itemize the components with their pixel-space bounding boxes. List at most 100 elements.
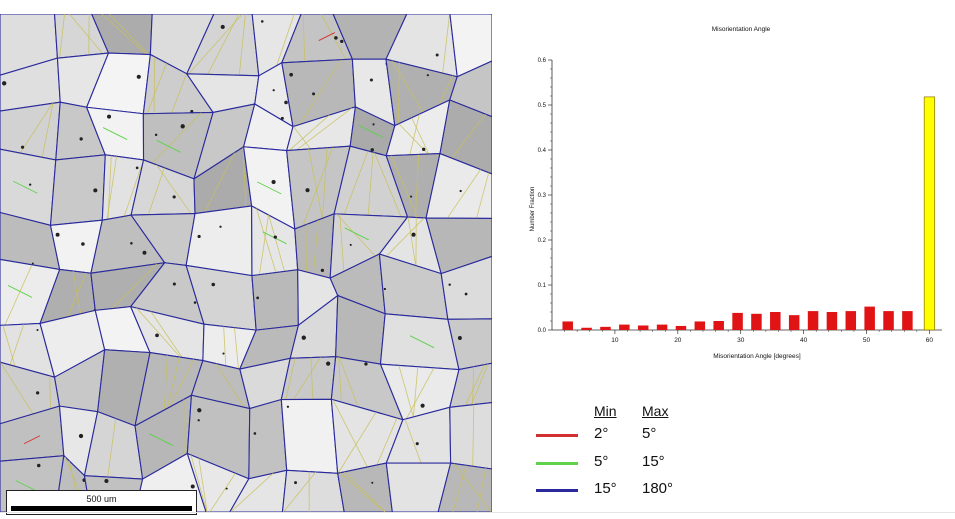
x-tick-label: 10 [611, 337, 619, 344]
legend-max-low: 5° [642, 425, 657, 442]
twin-boundary [171, 73, 187, 114]
inclusion-dot [253, 432, 257, 435]
histogram-bar [788, 315, 800, 330]
twin-boundary [148, 167, 165, 215]
histogram-bar [770, 312, 781, 330]
twin-boundary [446, 169, 481, 219]
grain [281, 469, 345, 512]
twin-boundary [398, 365, 414, 418]
inclusion-dot [222, 352, 225, 355]
twin-boundary [302, 147, 334, 227]
inclusion-dot [211, 282, 216, 287]
scale-bar: 500 um [6, 490, 197, 515]
inclusion-dot [1, 81, 7, 86]
twin-boundary [451, 113, 486, 159]
ebsd-grain-map: 500 um [0, 14, 492, 515]
inclusion-dot [130, 242, 133, 245]
twin-boundary [293, 126, 311, 150]
legend-min-high: 15° [594, 480, 617, 497]
twin-boundary [230, 473, 274, 512]
twin-boundary [242, 147, 247, 207]
inclusion-dot [155, 333, 159, 338]
twin-boundary [276, 14, 295, 66]
y-tick-label: 0.1 [538, 283, 547, 289]
histogram-bar [562, 321, 573, 330]
legend-max-header: Max [642, 403, 669, 419]
legend-min-header: Min [594, 403, 617, 419]
inclusion-dot [225, 487, 228, 490]
twin-boundary [293, 357, 321, 400]
inclusion-dot [312, 92, 316, 96]
inclusion-dot [193, 301, 197, 304]
twin-boundary [472, 404, 475, 467]
inclusion-dot [107, 114, 112, 119]
twin-boundary [344, 471, 386, 512]
twin-boundary [374, 152, 402, 217]
twin-boundary [406, 367, 435, 420]
histogram-bar [694, 321, 706, 330]
grain [248, 398, 288, 480]
grain [229, 469, 288, 512]
inclusion-dot [272, 89, 275, 92]
inclusion-dot [28, 183, 32, 186]
grain [185, 205, 253, 277]
inclusion-dot [271, 179, 276, 185]
inclusion-dot [219, 225, 222, 228]
twin-boundary [470, 363, 489, 406]
legend-row-mid: 5° 15° [534, 452, 694, 476]
scale-bar-line [11, 506, 192, 511]
chart-title: Misorientation Angle [712, 26, 771, 33]
inclusion-dot [422, 147, 426, 151]
grain [337, 462, 393, 512]
grain [437, 462, 492, 512]
legend-row-low: 2° 5° [534, 424, 694, 448]
twin-boundary [67, 272, 87, 318]
subgrain-boundary [318, 32, 335, 41]
inclusion-dot [383, 287, 387, 291]
histogram-bar [845, 311, 857, 330]
grain [251, 269, 299, 331]
twin-boundary [268, 215, 285, 272]
inclusion-dot [457, 335, 462, 340]
inclusion-dot [420, 403, 425, 408]
grain [449, 362, 492, 408]
twin-boundary [407, 216, 417, 266]
legend-swatch-mid [536, 462, 578, 465]
twin-boundary [320, 14, 347, 60]
inclusion-dot [349, 243, 352, 246]
histogram-bar [923, 96, 935, 331]
low-angle-boundary [148, 433, 174, 447]
inclusion-dot [305, 188, 310, 193]
chart-bars [562, 96, 935, 331]
x-tick-label: 30 [737, 337, 745, 344]
inclusion-dot [260, 20, 264, 23]
twin-boundary [190, 454, 208, 512]
twin-boundary [153, 56, 156, 114]
subgrain-boundary [23, 435, 41, 445]
inclusion-dot [197, 419, 200, 422]
inclusion-dot [172, 195, 176, 199]
inclusion-dot [78, 433, 84, 439]
inclusion-dot [104, 478, 109, 484]
twin-boundary [414, 154, 420, 218]
inclusion-dot [294, 481, 298, 485]
inclusion-dot [55, 232, 60, 237]
inclusion-dot [369, 78, 373, 82]
twin-boundary [19, 103, 53, 154]
twin-boundary [238, 14, 246, 76]
twin-boundary [107, 155, 112, 220]
twin-boundary [322, 147, 328, 219]
inclusion-dot [256, 296, 260, 300]
legend-row-high: 15° 180° [534, 479, 694, 503]
twin-boundary [343, 150, 369, 215]
twin-boundary [397, 62, 400, 125]
inclusion-dot [280, 116, 284, 120]
twin-boundary [223, 326, 227, 366]
grain [449, 402, 492, 470]
histogram-bar [619, 324, 630, 330]
twin-boundary [464, 364, 486, 406]
grain [449, 14, 492, 78]
inclusion-dot [197, 234, 201, 239]
twin-boundary [166, 356, 180, 409]
twin-boundary [69, 14, 103, 54]
